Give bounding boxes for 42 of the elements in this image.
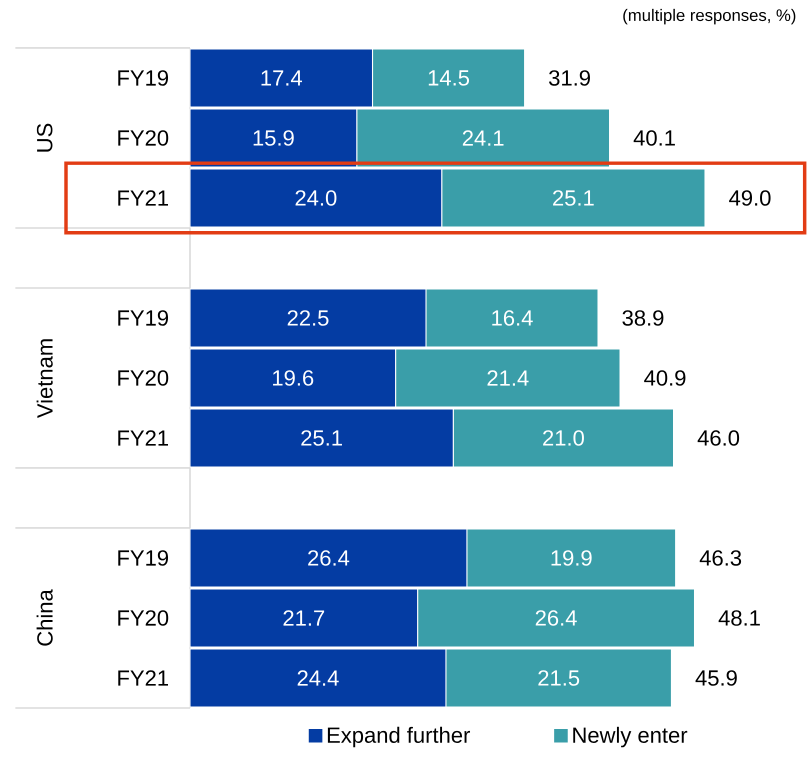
y-tick-label: FY20 [118, 610, 168, 626]
legend-label: Newly enter [573, 726, 688, 748]
data-label: 25.1 [553, 190, 594, 206]
data-label: 21.5 [538, 670, 580, 686]
data-label: 21.4 [488, 370, 529, 386]
data-label: 26.4 [308, 550, 350, 566]
y-tick-label: FY20 [118, 370, 168, 386]
y-tick-label: FY21 [118, 670, 168, 686]
total-label: 46.3 [700, 550, 742, 566]
y-tick-label: FY21 [118, 190, 168, 206]
data-label: 24.1 [462, 130, 504, 146]
data-label: 19.6 [273, 370, 314, 386]
text: US [36, 124, 52, 152]
total-label: 38.9 [622, 310, 664, 326]
y-tick-label: FY19 [118, 310, 168, 326]
total-label: 40.9 [644, 370, 686, 386]
data-label: 25.1 [301, 430, 342, 446]
data-label: 15.9 [254, 130, 294, 146]
y-tick-label: FY19 [118, 550, 168, 566]
text: Vietnam [36, 339, 53, 418]
y-tick-label: FY20 [118, 130, 168, 146]
total-label: 49.0 [729, 190, 771, 206]
total-label: 31.9 [549, 70, 590, 86]
data-label: 21.0 [543, 430, 584, 446]
data-label: 26.4 [536, 610, 577, 626]
text: China [36, 589, 53, 646]
data-label: 19.9 [552, 550, 592, 566]
total-label: 45.9 [696, 670, 737, 686]
data-label: 24.0 [296, 190, 336, 206]
data-label: 21.7 [284, 610, 324, 626]
legend-label: Expand further [328, 726, 470, 748]
data-label: 17.4 [262, 70, 302, 86]
y-tick-label: FY21 [118, 430, 168, 446]
text: (multiple responses, %) [623, 8, 796, 24]
data-label: 14.5 [428, 70, 470, 86]
data-label: 16.4 [492, 310, 533, 326]
y-tick-label: FY19 [118, 70, 168, 86]
total-label: 46.0 [698, 430, 740, 446]
data-label: 24.4 [298, 670, 339, 686]
total-label: 40.1 [634, 130, 675, 146]
data-label: 22.5 [288, 310, 328, 326]
total-label: 48.1 [718, 610, 760, 626]
